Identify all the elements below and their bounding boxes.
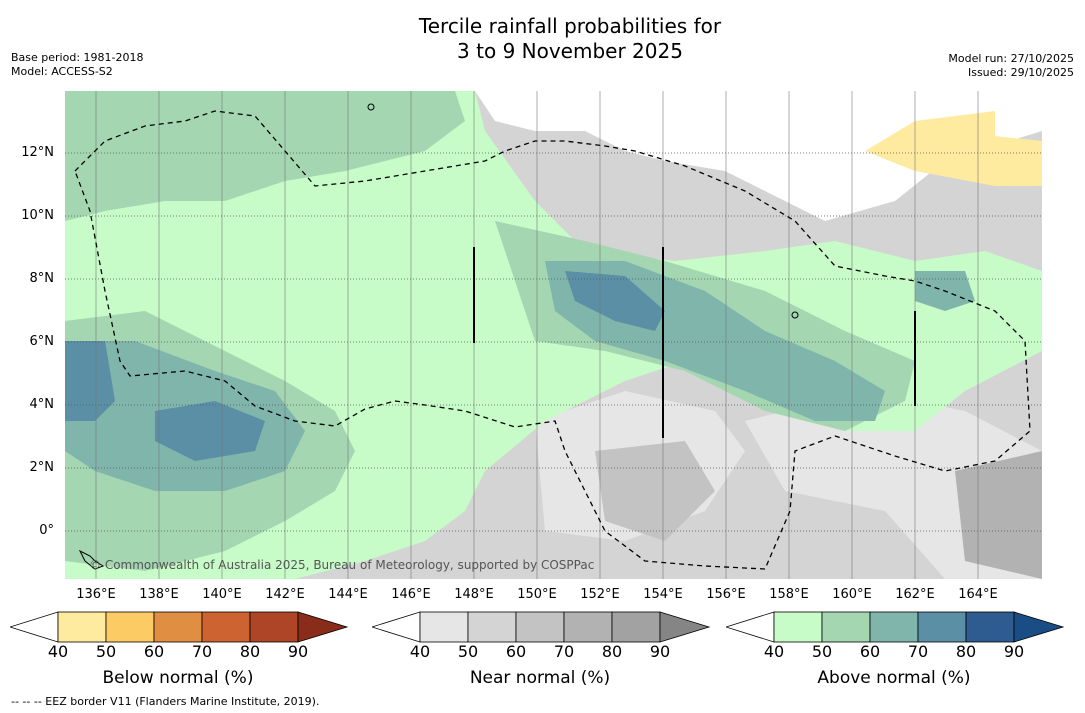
cbar-near-80-90 xyxy=(611,611,661,643)
lon-label: 148°E xyxy=(454,587,494,602)
lat-label: 8°N xyxy=(29,271,55,286)
copyright-notice: © Commonwealth of Australia 2025, Bureau… xyxy=(89,558,595,572)
island-outline xyxy=(367,103,375,111)
cbar-below-tick: 40 xyxy=(47,642,69,661)
colorbar-below xyxy=(10,611,349,643)
cbar-near-min-arrow xyxy=(372,611,421,643)
lon-label: 138°E xyxy=(139,587,179,602)
cbar-below-tick: 90 xyxy=(287,642,309,661)
above-80-region-centre xyxy=(565,271,665,331)
map-svg xyxy=(65,91,1042,579)
cbar-below-50-60 xyxy=(105,611,155,643)
cbar-near-tick: 40 xyxy=(409,642,431,661)
colorbar-near xyxy=(372,611,711,643)
cbar-below-60-70 xyxy=(153,611,203,643)
cbar-above-80-90 xyxy=(965,611,1015,643)
cbar-below-40-50 xyxy=(57,611,107,643)
above-60-region-north xyxy=(65,91,465,221)
cbar-above-tick: 40 xyxy=(763,642,785,661)
lat-label: 4°N xyxy=(29,397,55,412)
base-period: Base period: 1981-2018 xyxy=(11,51,144,64)
eez-border xyxy=(74,110,1031,570)
lon-label: 136°E xyxy=(76,587,116,602)
lat-label: 0° xyxy=(39,523,54,538)
cbar-below-max-arrow xyxy=(297,611,349,643)
meta-right: Model run: 27/10/2025 Issued: 29/10/2025 xyxy=(948,52,1074,80)
cbar-near-70-80 xyxy=(563,611,613,643)
lat-label: 10°N xyxy=(21,208,54,223)
issued-date: Issued: 29/10/2025 xyxy=(967,66,1074,79)
cbar-below-80-90 xyxy=(249,611,299,643)
lon-label: 150°E xyxy=(517,587,557,602)
cbar-above-tick: 50 xyxy=(811,642,833,661)
lon-label: 160°E xyxy=(832,587,872,602)
lon-label: 152°E xyxy=(580,587,620,602)
cbar-above-max-arrow xyxy=(1013,611,1065,643)
below-50-region-ne xyxy=(865,111,1042,186)
cbar-near-60-70 xyxy=(515,611,565,643)
cbar-above-50-60 xyxy=(821,611,871,643)
cbar-near-tick: 70 xyxy=(553,642,575,661)
cbar-near-40-50 xyxy=(419,611,469,643)
meta-left: Base period: 1981-2018 Model: ACCESS-S2 xyxy=(11,51,143,79)
cbar-near-tick: 90 xyxy=(649,642,671,661)
lon-label: 144°E xyxy=(328,587,368,602)
rainfall-map xyxy=(65,91,1042,579)
lon-label: 162°E xyxy=(895,587,935,602)
lon-label: 140°E xyxy=(202,587,242,602)
lon-label: 156°E xyxy=(706,587,746,602)
cbar-above-tick: 90 xyxy=(1003,642,1025,661)
cbar-below-tick: 50 xyxy=(95,642,117,661)
model-name: Model: ACCESS-S2 xyxy=(11,65,113,78)
near-70-region-s xyxy=(595,441,715,541)
cbar-above-40-50 xyxy=(773,611,823,643)
neutral-region-north xyxy=(475,91,1042,221)
eez-footnote: -- -- -- EEZ border V11 (Flanders Marine… xyxy=(11,695,320,708)
lat-label: 12°N xyxy=(21,145,54,160)
cbar-below-tick: 60 xyxy=(143,642,165,661)
near-normal-label: Near normal (%) xyxy=(469,668,611,688)
lon-label: 154°E xyxy=(643,587,683,602)
cbar-below-tick: 80 xyxy=(239,642,261,661)
cbar-above-tick: 70 xyxy=(907,642,929,661)
colorbar-above xyxy=(726,611,1065,643)
island-outline xyxy=(791,311,799,319)
island-outline xyxy=(78,549,105,570)
cbar-near-tick: 50 xyxy=(457,642,479,661)
lat-label: 6°N xyxy=(29,334,55,349)
above-normal-label: Above normal (%) xyxy=(817,668,971,688)
cbar-near-max-arrow xyxy=(659,611,711,643)
cbar-above-60-70 xyxy=(869,611,919,643)
model-run: Model run: 27/10/2025 xyxy=(948,52,1074,65)
cbar-above-tick: 80 xyxy=(955,642,977,661)
near-80-region-se xyxy=(955,451,1042,579)
lon-label: 142°E xyxy=(265,587,305,602)
above-80-region-sw xyxy=(155,401,265,461)
lon-label: 164°E xyxy=(958,587,998,602)
cbar-below-70-80 xyxy=(201,611,251,643)
cbar-near-tick: 60 xyxy=(505,642,527,661)
title-line-2: 3 to 9 November 2025 xyxy=(457,39,683,63)
lon-label: 158°E xyxy=(769,587,809,602)
lon-gridlines xyxy=(95,91,979,579)
chart-title: Tercile rainfall probabilities for 3 to … xyxy=(0,14,1085,64)
lat-label: 2°N xyxy=(29,460,55,475)
title-line-1: Tercile rainfall probabilities for xyxy=(418,14,722,38)
lat-gridlines xyxy=(65,152,1042,532)
above-80-region-west xyxy=(65,341,115,421)
cbar-above-min-arrow xyxy=(726,611,775,643)
cbar-above-70-80 xyxy=(917,611,967,643)
lon-label: 146°E xyxy=(391,587,431,602)
cbar-above-tick: 60 xyxy=(859,642,881,661)
cbar-below-min-arrow xyxy=(10,611,59,643)
cbar-near-50-60 xyxy=(467,611,517,643)
cbar-near-tick: 80 xyxy=(601,642,623,661)
below-normal-label: Below normal (%) xyxy=(102,668,254,688)
cbar-below-tick: 70 xyxy=(191,642,213,661)
